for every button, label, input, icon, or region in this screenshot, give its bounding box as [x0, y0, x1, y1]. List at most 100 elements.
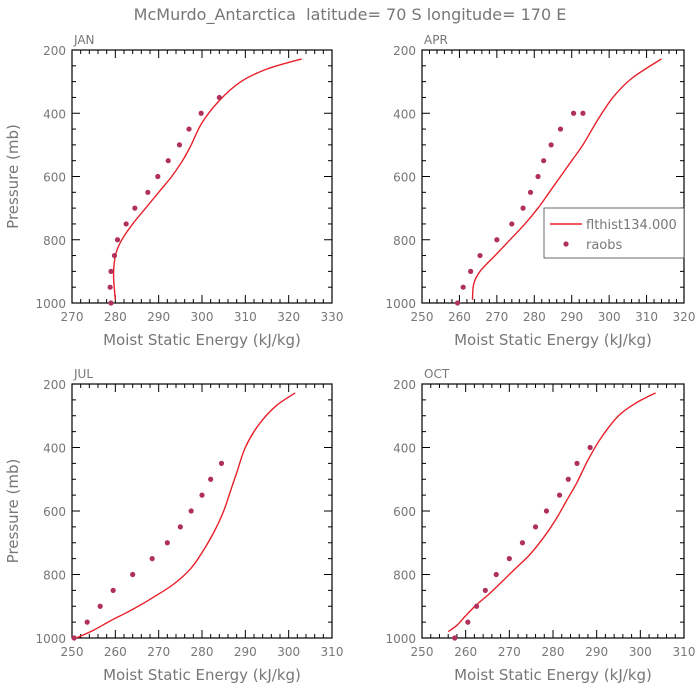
raobs-point — [145, 189, 151, 195]
raobs-point — [574, 460, 580, 466]
raobs-point — [506, 556, 512, 562]
x-tick-label: 270 — [147, 645, 170, 659]
y-tick-label: 800 — [393, 569, 416, 583]
x-tick-label: 310 — [635, 310, 658, 324]
legend-model-label: flthist134.000 — [586, 218, 677, 233]
legend-box — [543, 207, 685, 259]
x-tick-label: 260 — [454, 645, 477, 659]
raobs-point — [556, 492, 563, 498]
x-tick-label: 280 — [542, 645, 565, 659]
panel-oct: 250 260 270 280 290 300 310 200 400 600 800 1000 OCT… — [385, 367, 695, 684]
y-axis-label: Pressure (mb) — [4, 124, 22, 229]
raobs-point — [519, 540, 526, 546]
y-tick-label: 600 — [43, 171, 66, 185]
panel-label: APR — [424, 33, 448, 47]
y-tick-label: 400 — [393, 107, 416, 121]
y-tick-label: 200 — [393, 44, 416, 58]
raobs-point — [110, 587, 116, 593]
y-axis-label: Pressure (mb) — [4, 459, 22, 564]
y-tick-label: 200 — [43, 378, 66, 392]
raobs-point — [452, 635, 458, 641]
raobs-point — [570, 110, 577, 116]
panel-apr: 250 260 270 280 290 300 310 320 200 400 600 800 1000… — [385, 33, 695, 349]
y-tick-label: 800 — [393, 234, 416, 248]
x-tick-label: 270 — [498, 645, 521, 659]
x-tick-label: 250 — [411, 310, 434, 324]
raobs-point — [494, 237, 500, 243]
raobs-point — [176, 142, 183, 148]
legend-raobs-swatch — [563, 241, 569, 247]
y-tick-label: 400 — [393, 442, 416, 456]
raobs-point — [543, 508, 550, 514]
plot-frame — [421, 49, 685, 304]
raobs-point — [199, 492, 205, 498]
raobs-point — [532, 524, 539, 530]
raobs-point — [509, 221, 515, 227]
raobs-point — [541, 158, 547, 164]
raobs-point — [454, 300, 461, 306]
x-tick-label: 300 — [629, 645, 652, 659]
raobs-point — [493, 571, 499, 578]
y-tick-label: 1000 — [35, 297, 66, 311]
raobs-point — [527, 189, 534, 195]
x-tick-label: 270 — [61, 310, 84, 324]
raobs-point — [71, 635, 77, 641]
raobs-point — [460, 284, 466, 290]
raobs-point — [557, 126, 564, 132]
x-tick-label: 310 — [234, 310, 257, 324]
raobs-point — [108, 268, 114, 274]
x-tick-label: 260 — [448, 310, 471, 324]
raobs-point — [149, 556, 155, 562]
x-tick-label: 250 — [61, 645, 84, 659]
raobs-point — [520, 205, 526, 211]
raobs-point — [216, 94, 222, 101]
y-tick-label: 600 — [393, 171, 416, 185]
model-line-oct — [447, 392, 656, 633]
x-tick-label: 320 — [277, 310, 300, 324]
y-tick-label: 600 — [393, 505, 416, 519]
y-tick-label: 1000 — [385, 632, 416, 646]
x-tick-label: 260 — [104, 645, 127, 659]
panel-jul: 250 260 270 280 290 300 310 200 400 600 800 1000 JUL… — [4, 367, 343, 684]
x-tick-label: 320 — [673, 310, 696, 324]
raobs-point — [164, 540, 170, 546]
panel-label: JAN — [73, 33, 95, 47]
raobs-point — [108, 300, 114, 306]
model-line-jul — [76, 392, 296, 639]
raobs-point — [123, 221, 129, 227]
raobs-point — [482, 587, 488, 593]
panel-label: OCT — [424, 367, 450, 381]
x-tick-label: 290 — [560, 310, 583, 324]
raobs-point — [465, 619, 471, 625]
x-tick-label: 300 — [598, 310, 621, 324]
raobs-point — [198, 110, 204, 116]
x-tick-label: 290 — [585, 645, 608, 659]
raobs-point — [132, 205, 138, 211]
x-axis-label: Moist Static Energy (kJ/kg) — [103, 331, 301, 349]
y-tick-label: 400 — [43, 442, 66, 456]
raobs-point — [107, 284, 113, 290]
raobs-point — [188, 508, 194, 514]
panel-label: JUL — [73, 367, 93, 381]
model-line-apr — [471, 58, 662, 300]
x-tick-label: 290 — [147, 310, 170, 324]
raobs-point — [580, 110, 586, 116]
model-line-jan — [112, 58, 302, 300]
x-tick-label: 330 — [321, 310, 344, 324]
raobs-point — [177, 524, 183, 530]
raobs-point — [477, 252, 483, 259]
y-tick-label: 600 — [43, 505, 66, 519]
y-tick-label: 1000 — [35, 632, 66, 646]
plot-frame — [71, 49, 333, 304]
figure-title: McMurdo_Antarctica latitude= 70 S longit… — [134, 5, 567, 25]
plot-frame — [421, 383, 685, 639]
x-tick-label: 310 — [321, 645, 344, 659]
y-tick-label: 200 — [43, 44, 66, 58]
x-tick-label: 270 — [485, 310, 508, 324]
y-tick-label: 800 — [43, 569, 66, 583]
x-tick-label: 280 — [104, 310, 127, 324]
raobs-point — [468, 268, 474, 274]
plot-frame — [71, 383, 333, 639]
raobs-point — [165, 158, 171, 164]
raobs-point — [208, 476, 214, 482]
